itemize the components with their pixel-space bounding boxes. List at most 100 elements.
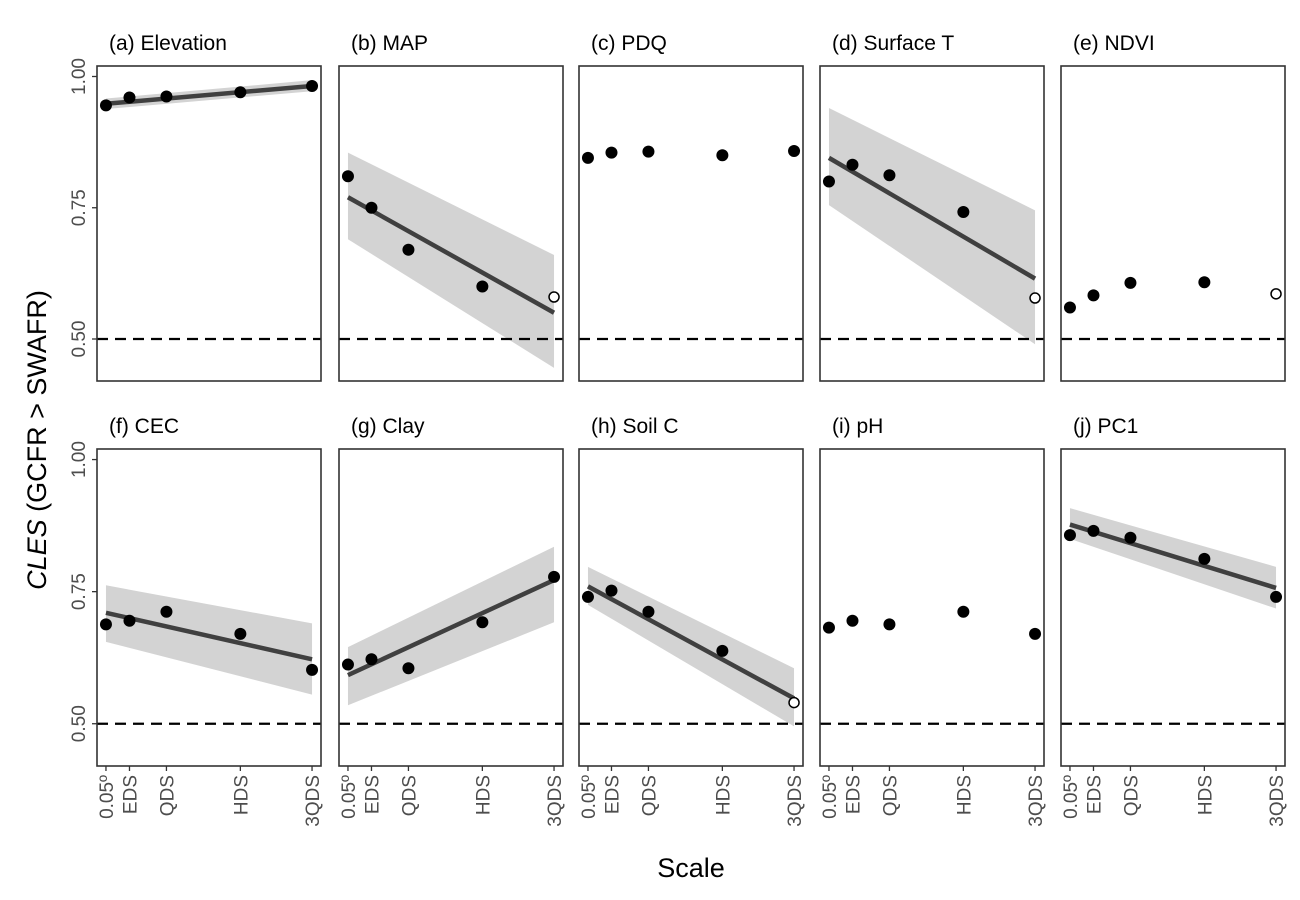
data-point — [822, 621, 835, 634]
data-point — [1198, 276, 1211, 289]
x-axes: 0.05º EDS QDS HDS 3QDS 0.05º EDS QDS HDS 3QDS 0.05… — [97, 766, 1288, 827]
data-point — [846, 614, 859, 627]
data-point — [957, 205, 970, 218]
x-tick-label: QDS — [399, 775, 420, 816]
data-point — [642, 145, 655, 158]
x-tick-label: 3QDS — [1267, 775, 1288, 827]
y-tick-label: 0.75 — [69, 189, 90, 226]
data-point — [788, 145, 801, 158]
data-point — [341, 658, 354, 671]
panel-title: (f) CEC — [109, 415, 179, 438]
y-axis-title: CLES (GCFR > SWAFR) — [22, 290, 52, 590]
y-axis-title-italic: CLES — [22, 519, 52, 590]
confidence-band — [105, 585, 313, 695]
data-point — [160, 605, 173, 618]
fit-line — [346, 195, 556, 315]
x-tick-label: EDS — [843, 775, 864, 814]
data-point — [402, 662, 415, 675]
panel-1: (a) Elevation — [96, 32, 322, 382]
panel-7: (g) Clay — [338, 415, 564, 767]
panel-4: (d) Surface T — [819, 32, 1045, 382]
data-point — [160, 90, 173, 103]
y-tick-label: 0.75 — [69, 573, 90, 610]
panel-5: (e) NDVI — [1060, 32, 1286, 382]
x-tick-label: 0.05º — [97, 775, 118, 819]
data-point — [99, 99, 112, 112]
panel-title: (b) MAP — [351, 32, 428, 55]
panel-title: (d) Surface T — [832, 32, 954, 55]
panel-10: (j) PC1 — [1060, 415, 1286, 767]
fit-line — [105, 610, 313, 662]
y-tick-label: 1.00 — [69, 441, 90, 478]
data-point — [716, 644, 729, 657]
data-point — [234, 86, 247, 99]
y-tick-label: 1.00 — [69, 58, 90, 95]
x-tick-label: 3QDS — [303, 775, 324, 827]
panel-title: (a) Elevation — [109, 32, 227, 55]
panel-3: (c) PDQ — [578, 32, 804, 382]
data-point — [957, 605, 970, 618]
data-point — [605, 584, 618, 597]
data-point-hollow — [1270, 288, 1282, 300]
data-point — [1029, 627, 1042, 640]
panel-2: (b) MAP — [338, 32, 564, 382]
panel-frame — [338, 65, 564, 382]
data-point — [1063, 301, 1076, 314]
x-tick-label: EDS — [602, 775, 623, 814]
panel-frame — [819, 65, 1045, 382]
y-axes: 0.50 0.75 1.00 0.50 0.75 1.00 — [69, 58, 97, 742]
data-point — [605, 146, 618, 159]
data-point — [306, 79, 319, 92]
panel-title: (c) PDQ — [591, 32, 667, 55]
data-point — [123, 91, 136, 104]
panel-title: (j) PC1 — [1073, 415, 1138, 438]
panel-frame — [819, 448, 1045, 767]
data-point — [365, 653, 378, 666]
y-tick-label: 0.50 — [69, 705, 90, 742]
data-point-hollow — [1029, 292, 1041, 304]
panel-frame — [578, 448, 804, 767]
data-point — [402, 243, 415, 256]
fit-line — [347, 577, 555, 678]
data-point — [1063, 529, 1076, 542]
data-point — [642, 605, 655, 618]
data-point — [1087, 289, 1100, 302]
data-point — [476, 280, 489, 293]
fit-line — [105, 83, 313, 107]
data-point — [1087, 524, 1100, 537]
x-tick-label: 0.05º — [1061, 775, 1082, 819]
x-tick-label: 3QDS — [1026, 775, 1047, 827]
x-tick-label: 0.05º — [339, 775, 360, 819]
panel-title: (h) Soil C — [591, 415, 679, 438]
x-tick-label: EDS — [120, 775, 141, 814]
fit-line — [586, 584, 796, 701]
data-point — [99, 618, 112, 631]
fit-line — [827, 155, 1037, 281]
data-point-hollow — [548, 291, 560, 303]
x-tick-label: 0.05º — [820, 775, 841, 819]
x-tick-label: HDS — [954, 775, 975, 815]
x-tick-label: HDS — [713, 775, 734, 815]
panel-8: (h) Soil C — [578, 415, 804, 767]
x-axis-title: Scale — [657, 853, 725, 883]
panel-grid: (a) Elevation (b) MAP (c) PDQ (d) Surface T… — [96, 32, 1286, 767]
x-tick-label: QDS — [639, 775, 660, 816]
panel-frame — [1060, 448, 1286, 767]
confidence-band — [587, 566, 795, 727]
panel-frame — [338, 448, 564, 767]
data-point — [365, 201, 378, 214]
data-point — [883, 618, 896, 631]
x-tick-label: EDS — [1084, 775, 1105, 814]
data-point-hollow — [788, 696, 800, 709]
data-point — [476, 616, 489, 629]
panel-6: (f) CEC — [96, 415, 322, 767]
fit-line — [1069, 522, 1277, 591]
panel-frame — [1060, 65, 1286, 382]
panel-frame — [578, 65, 804, 382]
x-tick-label: QDS — [880, 775, 901, 816]
x-tick-label: 0.05º — [579, 775, 600, 819]
data-point — [341, 170, 354, 183]
data-point — [1270, 590, 1283, 603]
panel-frame — [96, 65, 322, 382]
